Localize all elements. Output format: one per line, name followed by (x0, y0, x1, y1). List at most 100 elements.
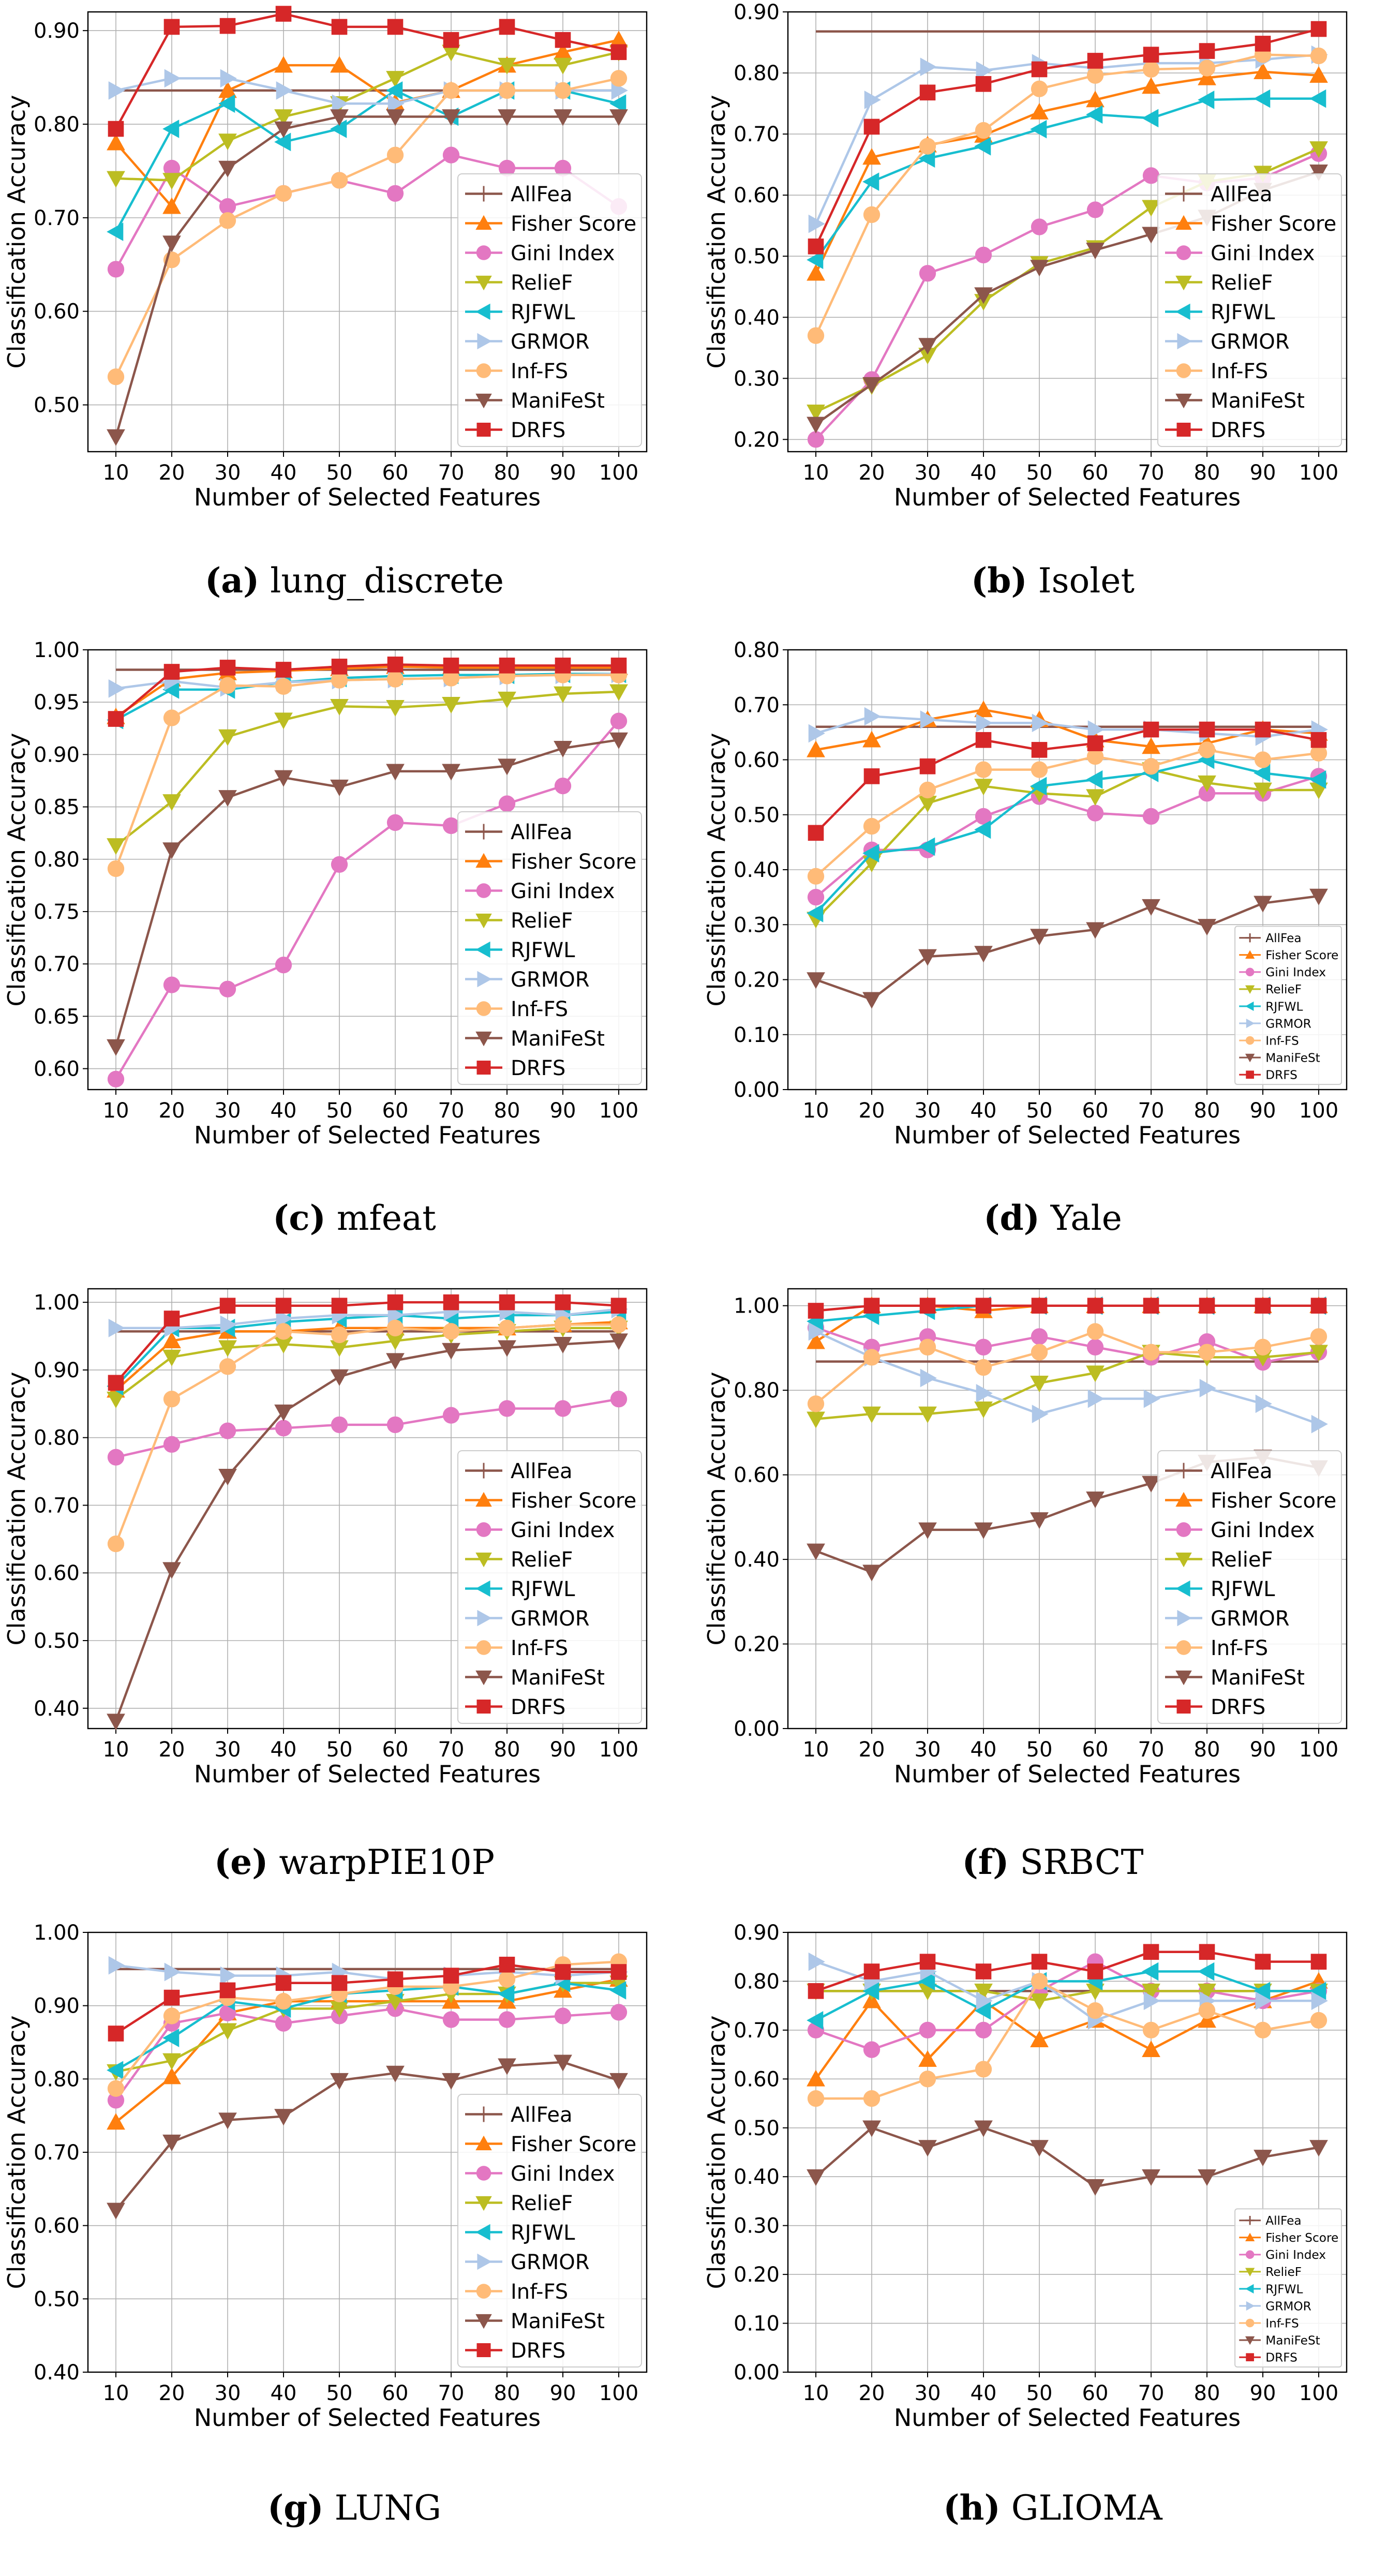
data-point (498, 758, 516, 776)
legend-marker (1176, 1640, 1191, 1655)
data-point (918, 1406, 937, 1423)
data-point (1254, 782, 1272, 799)
legend-label: Fisher Score (1211, 212, 1336, 236)
x-tick-label: 20 (859, 1738, 885, 1762)
x-tick-label: 10 (103, 1738, 129, 1762)
data-point (330, 2073, 349, 2090)
y-axis-label: Classification Accuracy (703, 95, 730, 369)
data-point (919, 758, 936, 775)
data-point (554, 82, 572, 99)
data-point (107, 2113, 125, 2130)
data-point (1142, 758, 1160, 775)
data-point (162, 197, 181, 214)
data-point (919, 138, 936, 155)
data-point (1142, 2040, 1160, 2057)
legend: AllFea Fisher Score Gini Index RelieF RJFWL G… (457, 811, 642, 1085)
legend-label: Gini Index (1211, 1518, 1315, 1542)
x-tick-label: 30 (915, 461, 941, 485)
data-point (330, 109, 349, 126)
y-tick-label: 0.20 (734, 2263, 780, 2287)
x-tick-label: 80 (1194, 461, 1220, 485)
data-point (610, 1316, 628, 1333)
data-point (1142, 808, 1160, 825)
legend-marker (475, 1580, 490, 1597)
data-point (555, 1294, 571, 1311)
data-point (164, 69, 181, 88)
y-tick-label: 0.80 (734, 638, 780, 662)
data-point (1198, 2011, 1216, 2028)
data-point (1142, 2169, 1160, 2186)
data-point (275, 1420, 292, 1437)
x-tick-label: 90 (1250, 1099, 1276, 1123)
data-point (107, 171, 125, 188)
data-point (918, 1522, 937, 1539)
y-tick-label: 0.70 (34, 952, 80, 976)
series-rjfwl (807, 1296, 1326, 1331)
data-point (1086, 748, 1104, 765)
legend-marker (1176, 186, 1191, 202)
y-tick-label: 0.70 (734, 2019, 780, 2043)
data-point (919, 2071, 936, 2088)
legend: AllFea Fisher Score Gini Index RelieF RJFWL G… (457, 1450, 642, 1724)
x-tick-label: 100 (599, 461, 638, 485)
series-line (115, 39, 619, 209)
series-drfs (108, 6, 627, 137)
legend-marker (1175, 275, 1192, 291)
series-line (115, 1301, 619, 1384)
x-tick-label: 20 (859, 1099, 885, 1123)
series-relief (107, 684, 628, 855)
data-point (498, 1985, 515, 2003)
data-point (975, 1298, 992, 1314)
data-point (862, 992, 881, 1009)
axes-frame (87, 1288, 648, 1730)
x-tick-label: 10 (103, 2381, 129, 2405)
panel-caption: (g) LUNG (267, 2488, 441, 2528)
series-line (115, 1311, 619, 1387)
legend-marker (1245, 950, 1255, 959)
data-point (386, 764, 405, 781)
data-point (1086, 1491, 1105, 1509)
data-point (918, 1972, 935, 1991)
data-point (807, 1543, 825, 1560)
x-tick-label: 20 (859, 2381, 885, 2405)
legend-label: GRMOR (511, 968, 590, 992)
data-point (974, 2001, 991, 2020)
data-point (555, 32, 571, 48)
legend-marker (475, 303, 490, 320)
data-point (1310, 47, 1328, 65)
legend-marker (1246, 2301, 1255, 2311)
data-point (862, 844, 879, 862)
x-tick-label: 40 (971, 461, 997, 485)
y-tick-label: 1.00 (34, 638, 80, 662)
series-drfs (108, 1957, 627, 2042)
data-point (275, 662, 292, 678)
data-point (863, 118, 880, 135)
data-point (1310, 1954, 1327, 1970)
data-point (1142, 1476, 1160, 1493)
data-point (276, 1309, 293, 1328)
x-tick-label: 90 (550, 461, 576, 485)
series-line (815, 1970, 1319, 2021)
x-tick-label: 60 (382, 2381, 409, 2405)
data-point (275, 1975, 292, 1991)
x-tick-label: 70 (1138, 461, 1165, 485)
data-point (331, 19, 348, 35)
data-point (610, 712, 628, 729)
x-tick-label: 90 (1250, 461, 1276, 485)
x-tick-label: 90 (1250, 2381, 1276, 2405)
legend-box (457, 2094, 642, 2367)
legend-marker (477, 971, 492, 988)
data-point (219, 2004, 236, 2021)
data-point (807, 1395, 825, 1412)
series-line (815, 758, 1319, 914)
series-line (115, 665, 619, 718)
data-point (387, 19, 404, 35)
legend-label: RJFWL (1265, 2282, 1303, 2296)
series-inf-fs (107, 666, 628, 877)
data-point (386, 1993, 405, 2011)
y-tick-label: 0.30 (734, 367, 780, 391)
legend-marker (476, 1001, 491, 1016)
x-tick-label: 70 (438, 2381, 465, 2405)
series-line (115, 2007, 619, 2101)
